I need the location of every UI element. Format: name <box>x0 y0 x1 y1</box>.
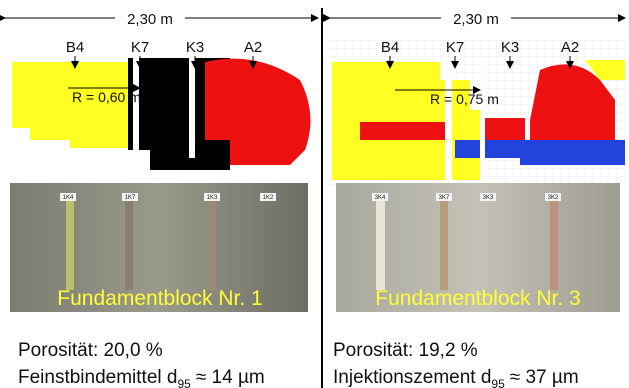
right-diagram <box>330 40 625 185</box>
core-strip <box>125 195 133 290</box>
core-strip <box>376 200 385 290</box>
photo-label: 1K7 <box>125 195 136 201</box>
photo-label: 1K3 <box>207 195 218 201</box>
photo-label: 3K3 <box>483 195 494 201</box>
binder: Feinstbindemittel d95 ≈ 14 µm <box>18 367 265 388</box>
core-strip <box>440 200 448 290</box>
photo-label: 3K7 <box>439 195 450 201</box>
core-strip <box>208 195 216 290</box>
binder-text: Injektionszement d <box>333 367 491 388</box>
binder-subscript: 95 <box>177 377 191 388</box>
photo-label: 3K4 <box>375 195 386 201</box>
borehole-label: A2 <box>561 39 579 56</box>
binder-text: Feinstbindemittel d <box>18 367 177 388</box>
porosity: Porosität: 20,0 % <box>18 340 163 361</box>
borehole-label: A2 <box>244 39 262 56</box>
photo-label: 1K2 <box>263 195 274 201</box>
binder: Injektionszement d95 ≈ 37 µm <box>333 367 579 388</box>
binder-text: ≈ 37 µm <box>510 367 579 388</box>
left-diagram <box>12 58 310 170</box>
borehole-label: B4 <box>381 39 399 56</box>
radius-label: R = 0,75 m <box>430 91 499 107</box>
binder-text: ≈ 14 µm <box>196 367 265 388</box>
photo-caption: Fundamentblock Nr. 1 <box>57 287 262 310</box>
binder-subscript: 95 <box>491 377 505 388</box>
width-label: 2,30 m <box>453 11 499 28</box>
photo-label: 3K2 <box>548 195 559 201</box>
figure: 2,30 m B4 K7 K3 A2 R = 0,60 m 1K4 1K7 1K3 1K2 Fund… <box>0 0 629 388</box>
radius-label: R = 0,60 m <box>72 89 141 105</box>
photo-caption: Fundamentblock Nr. 3 <box>375 287 580 310</box>
borehole-label: K3 <box>186 39 204 56</box>
borehole-label: K7 <box>131 39 149 56</box>
width-label: 2,30 m <box>127 11 173 28</box>
core-strip <box>550 200 558 290</box>
photo-label: 1K4 <box>63 195 74 201</box>
borehole-label: K7 <box>446 39 464 56</box>
core-strip <box>66 200 74 290</box>
borehole-label: B4 <box>66 39 84 56</box>
porosity: Porosität: 19,2 % <box>333 340 478 361</box>
borehole-label: K3 <box>501 39 519 56</box>
